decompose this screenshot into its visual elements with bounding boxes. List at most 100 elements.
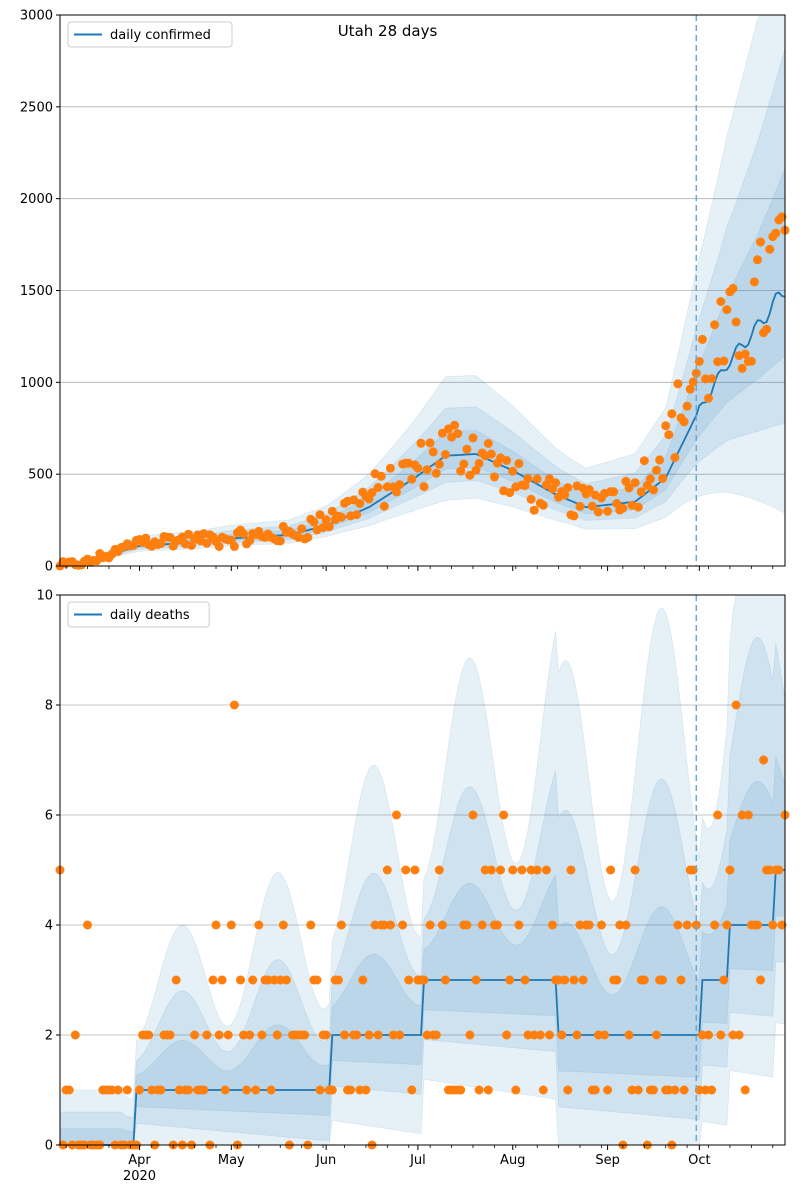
data-point bbox=[315, 1085, 325, 1095]
data-point bbox=[70, 1030, 80, 1040]
data-point bbox=[486, 865, 496, 875]
data-point bbox=[694, 1085, 704, 1095]
data-point bbox=[713, 810, 723, 820]
data-point bbox=[508, 466, 518, 476]
data-point bbox=[548, 920, 557, 930]
data-point bbox=[275, 536, 285, 546]
data-point bbox=[190, 1030, 200, 1040]
deaths-panel: 0 2 4 6 8 10 Apr May Jun Jul Aug Sep Oct 2020 daily… bbox=[36, 589, 790, 1184]
data-point bbox=[633, 1085, 643, 1095]
data-point bbox=[483, 439, 493, 448]
x-tick-label: Jul bbox=[409, 1153, 426, 1168]
data-point bbox=[639, 456, 649, 466]
data-point bbox=[395, 480, 405, 490]
data-point bbox=[774, 865, 784, 875]
data-point bbox=[245, 536, 255, 546]
data-point bbox=[425, 438, 435, 448]
data-point bbox=[502, 456, 512, 465]
data-point bbox=[569, 511, 579, 521]
confirmed-legend-box bbox=[67, 21, 233, 48]
data-point bbox=[202, 1030, 212, 1040]
data-point bbox=[725, 865, 735, 875]
data-point bbox=[716, 297, 726, 306]
data-point bbox=[83, 920, 92, 930]
data-point bbox=[492, 920, 502, 930]
x-tick-label: Apr bbox=[128, 1153, 151, 1168]
data-point bbox=[743, 810, 753, 820]
data-point bbox=[214, 542, 224, 551]
data-point bbox=[364, 1030, 374, 1040]
data-point bbox=[575, 501, 585, 511]
data-point bbox=[450, 420, 460, 430]
data-point bbox=[520, 481, 530, 491]
deaths-legend: daily deaths bbox=[67, 601, 210, 628]
data-point bbox=[621, 476, 631, 486]
data-point bbox=[722, 920, 732, 930]
data-point bbox=[621, 920, 631, 930]
data-point bbox=[765, 244, 775, 254]
data-point bbox=[468, 810, 478, 820]
data-point bbox=[254, 920, 264, 930]
data-point bbox=[165, 1030, 175, 1040]
data-point bbox=[655, 455, 665, 465]
data-point bbox=[569, 975, 579, 985]
x-tick-label: Oct bbox=[688, 1153, 710, 1168]
data-point bbox=[278, 920, 288, 930]
y-tick-label: 1000 bbox=[20, 376, 53, 391]
data-point bbox=[321, 1030, 331, 1040]
data-point bbox=[691, 368, 701, 378]
data-point bbox=[456, 1085, 466, 1095]
data-point bbox=[306, 920, 316, 930]
data-point bbox=[434, 865, 444, 875]
data-point bbox=[471, 465, 481, 475]
data-point bbox=[422, 465, 432, 475]
x-tick-label: Sep bbox=[595, 1153, 620, 1168]
data-point bbox=[756, 975, 765, 985]
data-point bbox=[777, 212, 787, 222]
data-point bbox=[667, 409, 677, 419]
data-point bbox=[309, 517, 319, 527]
data-point bbox=[676, 975, 686, 985]
data-point bbox=[731, 700, 741, 710]
y-tick-label: 2 bbox=[45, 1029, 53, 1044]
data-point bbox=[459, 459, 469, 469]
deaths-x-axis: Apr May Jun Jul Aug Sep Oct bbox=[65, 1145, 774, 1168]
data-point bbox=[535, 1030, 545, 1040]
data-point bbox=[734, 1030, 744, 1040]
data-point bbox=[600, 1030, 609, 1040]
data-point bbox=[281, 975, 291, 985]
data-point bbox=[707, 374, 717, 384]
deaths-legend-box bbox=[67, 601, 210, 628]
data-point bbox=[716, 1030, 726, 1040]
data-point bbox=[719, 356, 729, 366]
data-point bbox=[502, 1030, 512, 1040]
data-point bbox=[762, 324, 772, 334]
data-point bbox=[398, 920, 408, 930]
data-point bbox=[710, 320, 720, 330]
data-point bbox=[211, 920, 221, 930]
data-point bbox=[624, 1030, 634, 1040]
data-point bbox=[572, 1030, 582, 1040]
data-point bbox=[113, 1085, 123, 1095]
data-point bbox=[753, 255, 762, 265]
data-point bbox=[208, 975, 218, 985]
data-point bbox=[257, 1030, 267, 1040]
data-point bbox=[474, 458, 484, 468]
data-point bbox=[627, 1085, 637, 1095]
data-point bbox=[753, 920, 762, 930]
data-point bbox=[606, 865, 616, 875]
data-point bbox=[603, 506, 613, 516]
data-point bbox=[340, 1030, 349, 1040]
data-point bbox=[737, 363, 747, 373]
data-point bbox=[645, 474, 655, 484]
confirmed-legend-label: daily confirmed bbox=[110, 28, 211, 43]
data-point bbox=[704, 393, 713, 403]
data-point bbox=[156, 538, 166, 548]
data-point bbox=[630, 865, 640, 875]
data-point bbox=[440, 975, 450, 985]
data-point bbox=[336, 920, 346, 930]
data-point bbox=[220, 1085, 230, 1095]
data-point bbox=[661, 421, 671, 431]
data-point bbox=[229, 541, 239, 551]
